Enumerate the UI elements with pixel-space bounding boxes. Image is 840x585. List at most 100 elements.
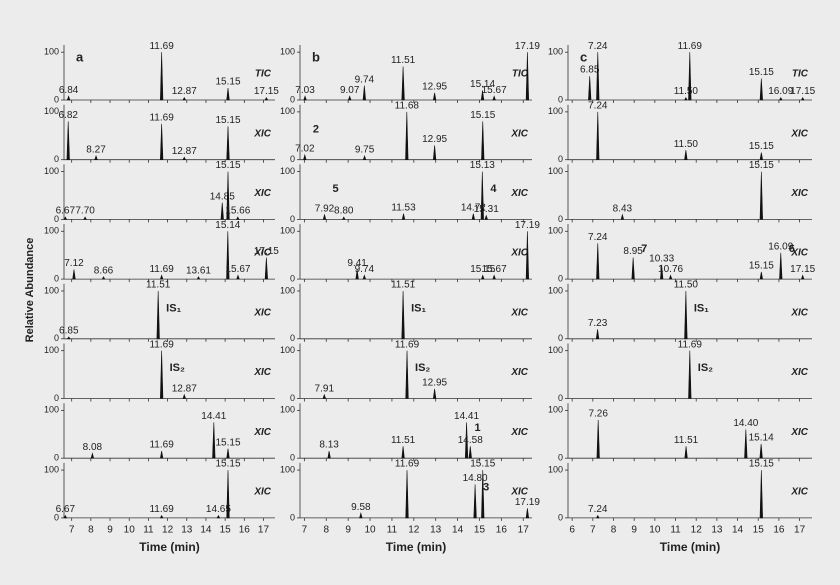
peak-label: 15.31 [474, 204, 499, 215]
peak [405, 111, 409, 160]
peak-label: 15.15 [749, 141, 774, 152]
peak [101, 276, 106, 280]
peak-label: 6.85 [59, 326, 79, 337]
y-tick-label: 100 [44, 285, 59, 295]
trace-label: XIC [253, 427, 271, 438]
peak [159, 514, 164, 519]
y-tick-label: 100 [548, 226, 563, 236]
trace-label: TIC [792, 69, 809, 80]
trace-label: XIC [253, 367, 271, 378]
peak [596, 52, 600, 101]
peak [800, 96, 805, 101]
peak-label: 9.07 [340, 85, 360, 96]
x-tick-label: 10 [649, 525, 661, 536]
peak [405, 470, 409, 519]
peak-label: 7.70 [75, 206, 95, 217]
peak [525, 52, 530, 101]
peak-label: 15.15 [215, 160, 240, 171]
y-tick-label: 0 [54, 154, 59, 164]
trace-label: XIC [510, 307, 528, 318]
trace-label: XIC [510, 367, 528, 378]
peak-label: 17.15 [254, 86, 279, 97]
panel-letter: a [76, 49, 84, 64]
peak [779, 252, 783, 280]
peak-label: 17.15 [790, 264, 815, 275]
peak-label: 7.23 [588, 318, 608, 329]
peak-label: 9.74 [355, 74, 375, 85]
peak [72, 269, 76, 280]
peak-label: 12.95 [422, 134, 447, 145]
y-tick-label: 0 [54, 273, 59, 283]
y-tick-label: 0 [54, 512, 59, 522]
peak-label: 11.50 [674, 280, 699, 291]
peak-label: 16.09 [768, 86, 793, 97]
peak-label: 12.87 [172, 383, 197, 394]
peak [226, 448, 230, 459]
peak-label: 17.19 [515, 41, 540, 52]
peak-label: 12.87 [172, 146, 197, 157]
x-tick-label: 17 [518, 525, 530, 536]
peak-label: 11.53 [391, 202, 416, 213]
x-tick-label: 13 [430, 525, 442, 536]
x-axis-label: Time (min) [386, 540, 446, 554]
peak [744, 429, 748, 459]
x-tick-label: 16 [496, 525, 508, 536]
peak [481, 274, 485, 280]
peak [226, 171, 230, 220]
peak-label: 11.69 [678, 41, 703, 52]
x-tick-label: 15 [220, 525, 232, 536]
peak-label: 11.69 [149, 339, 174, 350]
x-tick-label: 13 [181, 525, 193, 536]
peak [160, 52, 164, 101]
peak [631, 257, 635, 280]
peak [159, 450, 164, 459]
y-tick-label: 100 [280, 345, 295, 355]
peak [156, 290, 160, 340]
peak [660, 264, 664, 280]
y-tick-label: 0 [558, 273, 563, 283]
peak-label: 6.85 [580, 65, 600, 76]
peak-label: 10.33 [649, 253, 674, 264]
x-tick-label: 6 [569, 525, 575, 536]
x-tick-label: 9 [107, 525, 113, 536]
peak-label: 12.87 [172, 86, 197, 97]
peak [160, 123, 164, 160]
trace-label: XIC [790, 128, 808, 139]
x-tick-label: 14 [732, 525, 744, 536]
peak [322, 213, 327, 220]
peak [481, 121, 485, 160]
x-tick-label: 17 [258, 525, 270, 536]
peak-label: 15.15 [215, 459, 240, 470]
peak-label: 11.69 [149, 440, 174, 451]
peak [596, 419, 600, 459]
y-tick-label: 0 [54, 214, 59, 224]
trace-label: XIC [790, 248, 808, 259]
peak [401, 446, 405, 459]
panel-letter: b [312, 49, 320, 64]
peak [226, 231, 230, 280]
peak [94, 154, 98, 160]
peak [492, 95, 496, 101]
peak-label: 17.15 [790, 86, 815, 97]
peak [226, 88, 230, 101]
y-tick-label: 100 [548, 405, 563, 415]
peak-label: 14.72 [461, 202, 486, 213]
peak-label: 17.19 [515, 220, 540, 231]
peak-label: 9.75 [355, 145, 375, 156]
x-tick-label: 9 [345, 525, 351, 536]
x-tick-label: 10 [364, 525, 376, 536]
peak-label: 14.65 [206, 504, 231, 515]
y-tick-label: 0 [558, 453, 563, 463]
peak [303, 153, 307, 160]
panel-letter: c [580, 49, 587, 64]
peak [596, 243, 600, 280]
x-tick-label: 11 [143, 525, 154, 536]
trace-label: XIC [790, 307, 808, 318]
peak-label: 8.95 [623, 246, 643, 257]
y-tick-label: 100 [280, 47, 295, 57]
x-tick-label: 8 [611, 525, 617, 536]
peak-label: 11.50 [674, 139, 699, 150]
peak-label: 11.69 [395, 339, 420, 350]
peak-label: 15.15 [749, 160, 774, 171]
x-tick-label: 9 [631, 525, 637, 536]
